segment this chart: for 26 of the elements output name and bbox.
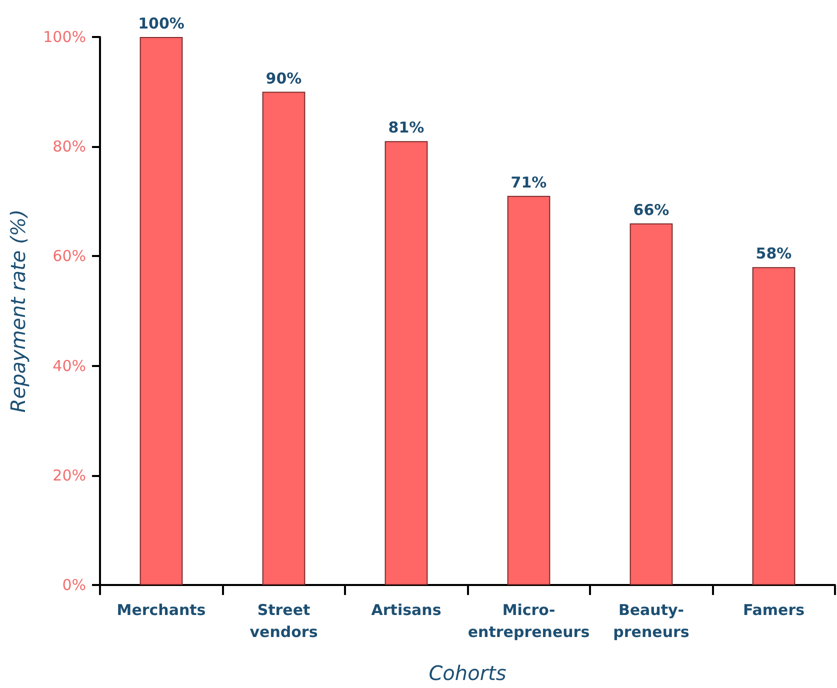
x-tick-label: Merchants — [116, 601, 206, 619]
x-axis-title: Cohorts — [428, 661, 506, 685]
bar — [384, 141, 428, 585]
y-tick-label: 60% — [52, 247, 86, 266]
bar — [262, 92, 306, 585]
data-label: 81% — [388, 118, 424, 137]
bar — [752, 267, 796, 585]
x-tick-label: Beauty-preneurs — [613, 601, 690, 641]
bar — [630, 223, 673, 585]
x-tick-label: Famers — [742, 601, 805, 619]
x-tick-label: Artisans — [371, 601, 442, 619]
data-label: 90% — [266, 69, 302, 88]
y-tick-label: 0% — [62, 576, 86, 594]
x-tick-label: Micro-entrepreneurs — [468, 601, 590, 641]
y-tick-label: 80% — [52, 138, 86, 156]
y-tick-label: 100% — [43, 28, 86, 46]
bar — [140, 37, 183, 585]
y-tick-label: 40% — [52, 356, 86, 375]
data-label: 71% — [510, 173, 547, 192]
y-tick-label: 20% — [52, 466, 86, 484]
x-tick-label: Street vendors — [250, 601, 318, 641]
y-axis-title: Repayment rate (%) — [6, 209, 30, 413]
data-label: 58% — [756, 244, 792, 263]
data-label: 66% — [633, 200, 670, 219]
data-label: 100% — [138, 14, 184, 32]
bar — [507, 196, 550, 585]
